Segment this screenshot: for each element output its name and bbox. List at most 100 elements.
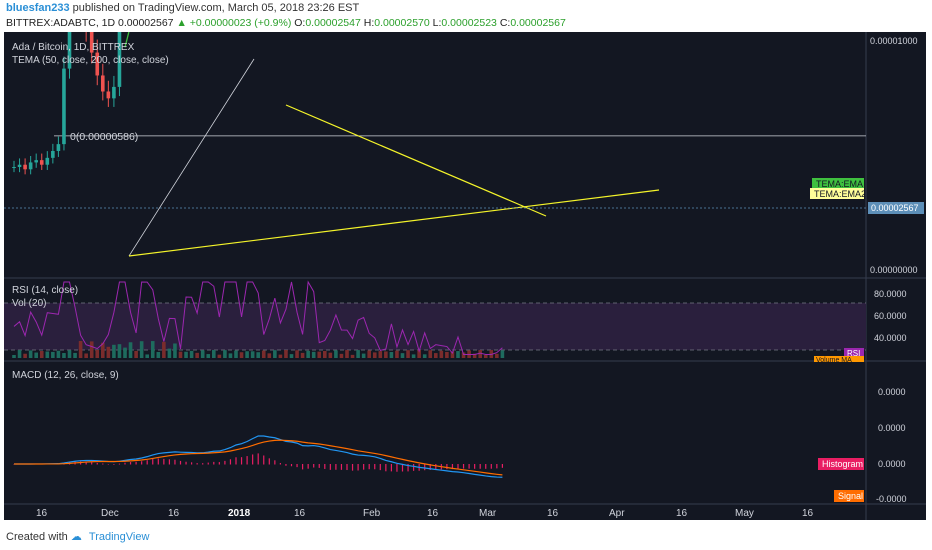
volume-bar — [261, 350, 266, 358]
volume-bar — [34, 352, 38, 358]
volume-bar — [106, 346, 111, 358]
volume-bar — [217, 354, 222, 358]
volume-bar — [200, 350, 205, 358]
volume-bar — [117, 344, 122, 358]
tema-ema-label: TEMA:EMA — [816, 179, 863, 189]
candle-body — [112, 86, 116, 99]
low-label: L: — [432, 17, 442, 29]
volume-bar — [295, 350, 299, 358]
author-link[interactable]: bluesfan233 — [6, 2, 70, 14]
volume-bar — [361, 353, 366, 358]
low-value: 0.00002523 — [441, 17, 497, 29]
volume-bar — [472, 353, 477, 358]
footer: Created with ☁ TradingView — [6, 530, 149, 543]
rsi-tick: 40.0000 — [874, 333, 907, 343]
macd-tick: 0.0000 — [878, 387, 906, 397]
tema-ema2-label: TEMA:EMA2 — [814, 189, 866, 199]
candle-body — [101, 75, 105, 92]
volume-bar — [150, 341, 155, 358]
candle-body — [56, 144, 61, 151]
volume-bar — [239, 352, 244, 358]
candles — [12, 0, 126, 175]
volume-bar — [384, 351, 388, 358]
ascending-trendline[interactable] — [128, 189, 660, 257]
volume-bar — [406, 350, 410, 358]
volume-bar — [439, 350, 444, 358]
tradingview-link[interactable]: TradingView — [88, 531, 150, 543]
volume-bar — [228, 353, 233, 358]
volume-bar — [128, 342, 133, 358]
volume-bar — [273, 350, 277, 358]
volume-bar — [461, 352, 466, 358]
candle-body — [23, 164, 27, 170]
candle-body — [34, 160, 38, 163]
volume-bar — [28, 350, 33, 358]
publish-text: published on TradingView.com, March 05, … — [69, 2, 360, 14]
time-tick: 16 — [36, 508, 48, 519]
volume-bar — [95, 349, 100, 358]
chart-area[interactable]: 1(0.00008698)0.786(0.00006962)0.618(0.00… — [4, 0, 926, 520]
volume-bar — [17, 350, 22, 358]
volume-bar — [411, 354, 416, 358]
histogram-tag — [818, 458, 864, 470]
volume-ma-tag — [814, 356, 864, 362]
descending-trendline[interactable] — [285, 104, 547, 217]
volume-bar — [483, 354, 488, 358]
candle-body — [39, 160, 44, 165]
volume-bar — [306, 350, 310, 358]
tema-ema2-tag — [810, 188, 864, 199]
volume-bar — [145, 354, 149, 358]
volume-bar — [378, 351, 383, 358]
indicator-title: TEMA (50, close, 200, close, close) — [12, 55, 169, 66]
volume-bar — [267, 353, 272, 358]
volume-bar — [234, 350, 238, 358]
candle-body — [89, 29, 94, 53]
close-label: C: — [499, 17, 511, 29]
volume-bar — [45, 351, 50, 358]
time-tick: Apr — [609, 508, 625, 519]
time-tick: 16 — [547, 508, 559, 519]
volume-bar — [478, 350, 482, 358]
volume-bar — [400, 353, 405, 358]
candle-body — [28, 162, 33, 170]
volume-bar — [311, 351, 316, 358]
volume-bar — [206, 354, 211, 358]
volume-bars — [12, 341, 505, 358]
fib-anchor-line — [128, 58, 255, 257]
volume-bar — [39, 351, 44, 358]
price-axis[interactable]: 0.000090000.000080000.000070000.00006000… — [870, 32, 918, 275]
volume-bar — [256, 352, 260, 358]
created-with: Created with — [6, 531, 68, 543]
chart-svg[interactable]: 1(0.00008698)0.786(0.00006962)0.618(0.00… — [4, 0, 926, 520]
volume-bar — [500, 350, 505, 358]
macd-histogram — [13, 453, 503, 472]
candle-body — [95, 52, 100, 76]
volume-title: Vol (20) — [12, 298, 46, 309]
volume-bar — [195, 352, 199, 358]
volume-bar — [317, 351, 322, 358]
time-tick: 16 — [168, 508, 180, 519]
time-axis[interactable]: 16 Dec 16 2018 16 Feb 16 Mar 16 Apr 16 May 16 — [36, 508, 814, 519]
volume-bar — [417, 350, 421, 358]
volume-bar — [162, 341, 166, 358]
volume-bar — [84, 353, 88, 358]
signal-line — [13, 439, 503, 476]
time-tick: 16 — [802, 508, 814, 519]
volume-bar — [73, 352, 77, 358]
time-tick: 16 — [676, 508, 688, 519]
volume-bar — [323, 350, 327, 358]
volume-bar — [289, 354, 294, 358]
volume-bar — [328, 352, 333, 358]
rsi-tag — [844, 348, 864, 358]
close-value: 0.00002567 — [510, 17, 566, 29]
volume-bar — [67, 350, 72, 358]
price-tick: 0.00001000 — [870, 36, 918, 46]
volume-ma-tag-label: Volume MA — [816, 357, 852, 364]
macd-tick: 0.0000 — [878, 459, 906, 469]
tema-ema-tag — [812, 178, 864, 189]
rsi-band — [4, 303, 866, 350]
time-tick: 16 — [294, 508, 306, 519]
volume-bar — [23, 353, 27, 358]
volume-bar — [139, 341, 144, 358]
candle-body — [12, 167, 16, 169]
